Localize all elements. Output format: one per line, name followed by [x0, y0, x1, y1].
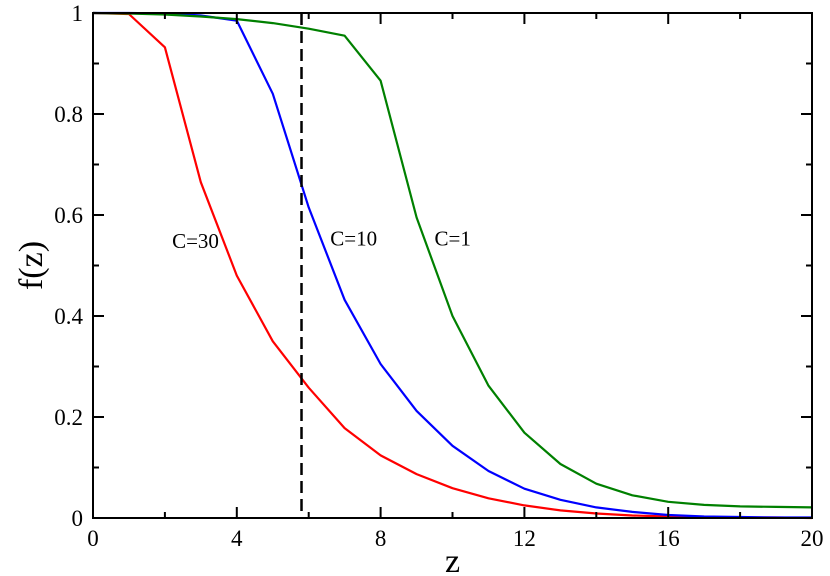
y-tick-label: 0.4 [54, 304, 83, 329]
x-tick-label: 20 [801, 526, 824, 551]
y-tick-label: 0.2 [54, 405, 83, 430]
x-axis-label: z [445, 543, 460, 576]
series-line-1 [93, 11, 812, 519]
y-axis-label: f(z) [13, 241, 50, 290]
x-tick-label: 16 [657, 526, 680, 551]
series-annotation: C=30 [172, 229, 219, 253]
series-line-0 [92, 11, 813, 520]
x-tick-label: 4 [231, 526, 243, 551]
x-tick-label: 12 [513, 526, 536, 551]
y-tick-label: 0.6 [54, 203, 83, 228]
x-tick-label: 8 [375, 526, 387, 551]
plot-frame [92, 12, 813, 519]
y-tick-label: 0.8 [54, 102, 83, 127]
y-tick-label: 0 [72, 506, 84, 531]
series-annotation: C=1 [435, 226, 471, 250]
x-tick-label: 0 [87, 526, 99, 551]
series-line-2 [92, 11, 813, 509]
series-annotation: C=10 [330, 226, 377, 250]
y-tick-label: 1 [72, 1, 84, 26]
